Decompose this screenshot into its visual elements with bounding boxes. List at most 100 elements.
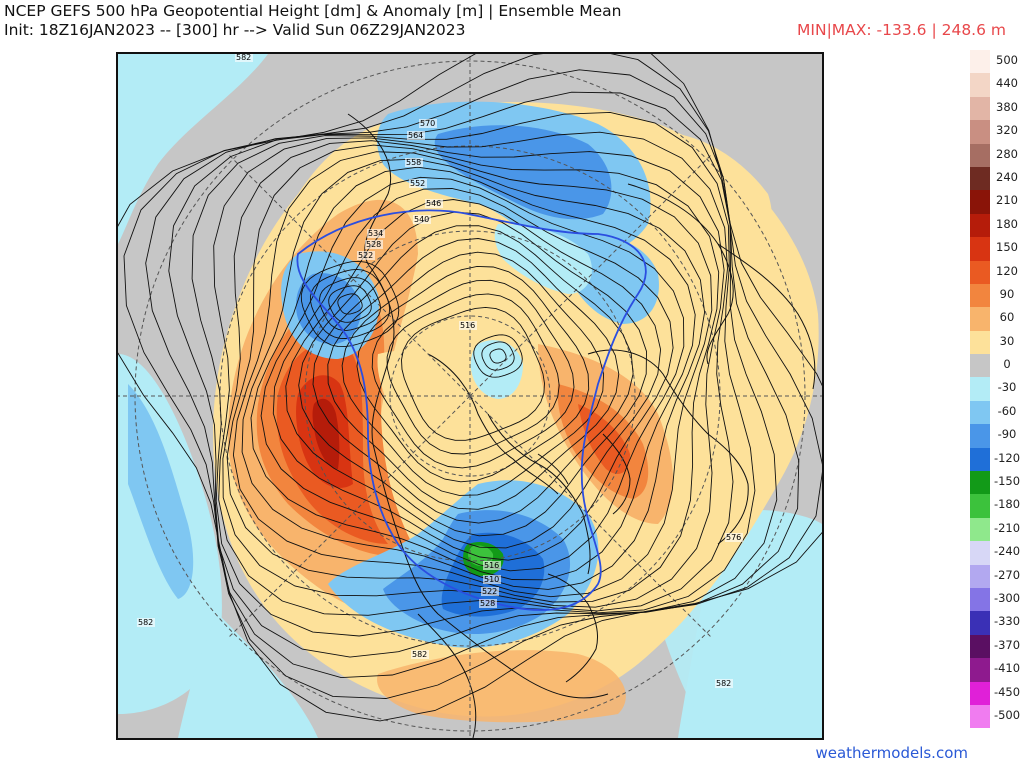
polar-stereographic-map: 582 570 564 558 552 546 540 534 528 522 516 576 582 5… (118, 54, 822, 738)
low-center-contour (309, 268, 391, 339)
colorbar-label: -450 (993, 684, 1021, 699)
map-panel: 582 570 564 558 552 546 540 534 528 522 516 576 582 5… (116, 52, 824, 740)
contour-label-bg (405, 158, 423, 167)
colorbar-swatch (970, 681, 990, 705)
height-contours (118, 54, 822, 722)
contour-label: 546 (426, 199, 441, 208)
colorbar-entry: 240 (968, 166, 1024, 191)
contour-label-bg (137, 618, 155, 627)
contour-label-bg (715, 679, 733, 688)
colorbar-label: 30 (999, 333, 1015, 348)
contour-label-bg (419, 119, 437, 128)
height-contour (232, 151, 713, 598)
height-contour (298, 211, 647, 537)
contour-label: 582 (716, 679, 731, 688)
colorbar-swatch (970, 283, 990, 308)
colorbar-swatch (970, 307, 990, 331)
height-contour (191, 111, 756, 637)
watermark: weathermodels.com (815, 744, 968, 762)
contour-label-bg (357, 251, 375, 260)
colorbar-label: -60 (997, 403, 1017, 418)
colorbar-label: 440 (996, 76, 1018, 91)
colorbar-swatch (970, 447, 990, 472)
colorbar-swatch (970, 400, 990, 425)
height-contour (356, 265, 590, 483)
colorbar-label: -330 (993, 614, 1021, 629)
contour-label: 570 (420, 119, 435, 128)
colorbar-label: -270 (993, 567, 1021, 582)
colorbar-label: 380 (996, 99, 1018, 114)
height-contour (327, 238, 620, 510)
title-line-1: NCEP GEFS 500 hPa Geopotential Height [d… (4, 2, 622, 20)
colorbar-entry: 280 (968, 143, 1024, 167)
contour-label: 522 (482, 587, 497, 596)
colorbar-swatch (970, 143, 990, 167)
contour-label: 582 (412, 650, 427, 659)
contour-label-layer: 582 570 564 558 552 546 540 534 528 522 516 576 582 5… (137, 54, 743, 688)
colorbar-label: -90 (997, 427, 1017, 442)
colorbar-label: 90 (999, 286, 1015, 301)
height-contour (241, 158, 706, 590)
colorbar-label: -300 (993, 590, 1021, 605)
contour-label: 516 (484, 561, 499, 570)
contour-label: 516 (460, 321, 475, 330)
colorbar-entry: -90 (968, 424, 1024, 448)
colorbar-label: 240 (996, 169, 1018, 184)
contour-label-bg (425, 199, 443, 208)
colorbar-swatch (970, 634, 990, 659)
height-contour (260, 176, 685, 572)
colorbar-label: -370 (993, 637, 1021, 652)
low-center-contour (489, 348, 507, 364)
colorbar-label: 280 (996, 146, 1018, 161)
colorbar-label: -180 (993, 497, 1021, 512)
low-center-contour (328, 285, 372, 323)
low-center-contour (300, 260, 400, 348)
colorbar-label: -410 (993, 661, 1021, 676)
colorbar-entry: 150 (968, 237, 1024, 261)
colorbar-label: -210 (993, 520, 1021, 535)
title-line-2: Init: 18Z16JAN2023 -- [300] hr --> Valid… (4, 21, 466, 39)
contour-label: 582 (236, 54, 251, 62)
chart-title: NCEP GEFS 500 hPa Geopotential Height [d… (4, 2, 622, 40)
colorbar-swatch (970, 73, 990, 97)
colorbar-swatch (970, 541, 990, 565)
contour-label-bg (459, 321, 477, 330)
colorbar-entry: 120 (968, 260, 1024, 284)
colorbar-entry: -180 (968, 494, 1024, 518)
height-contour (272, 188, 674, 561)
colorbar-label: 210 (996, 193, 1018, 208)
contour-label-bg (407, 131, 425, 140)
colorbar-swatch (970, 564, 990, 588)
colorbar-entry: -210 (968, 517, 1024, 542)
colorbar-swatch (970, 471, 990, 495)
height-contour (341, 251, 605, 496)
contour-label-bg (483, 575, 501, 584)
colorbar-swatch (970, 354, 990, 378)
contour-label-bg (413, 215, 431, 224)
colorbar-entry: 60 (968, 307, 1024, 331)
contour-label-bg (725, 533, 743, 542)
contour-label-bg (411, 650, 429, 659)
colorbar-entry: 90 (968, 283, 1024, 308)
contour-label: 576 (726, 533, 741, 542)
colorbar-entry: 180 (968, 213, 1024, 238)
colorbar-swatch (970, 611, 990, 635)
contour-label-bg (479, 599, 497, 608)
low-center-contour (481, 341, 515, 371)
colorbar-entry: 500 (968, 50, 1024, 74)
colorbar-entry: 440 (968, 73, 1024, 97)
contour-label-bg (483, 561, 501, 570)
colorbar-entry: 380 (968, 96, 1024, 121)
colorbar-entry: -500 (968, 704, 1024, 729)
height-contour (213, 131, 734, 616)
height-contour (226, 144, 720, 603)
colorbar-swatch (970, 377, 990, 401)
colorbar-entry: -60 (968, 400, 1024, 425)
height-contour (250, 166, 696, 581)
anomaly-colorbar: 500 440 380 320 280 240 210 180 150 120 90 60 30 0 -30… (968, 50, 1024, 729)
colorbar-entry: -410 (968, 658, 1024, 682)
colorbar-swatch (970, 213, 990, 238)
contour-label: 552 (410, 179, 425, 188)
colorbar-label: 180 (996, 216, 1018, 231)
colorbar-entry: -270 (968, 564, 1024, 588)
